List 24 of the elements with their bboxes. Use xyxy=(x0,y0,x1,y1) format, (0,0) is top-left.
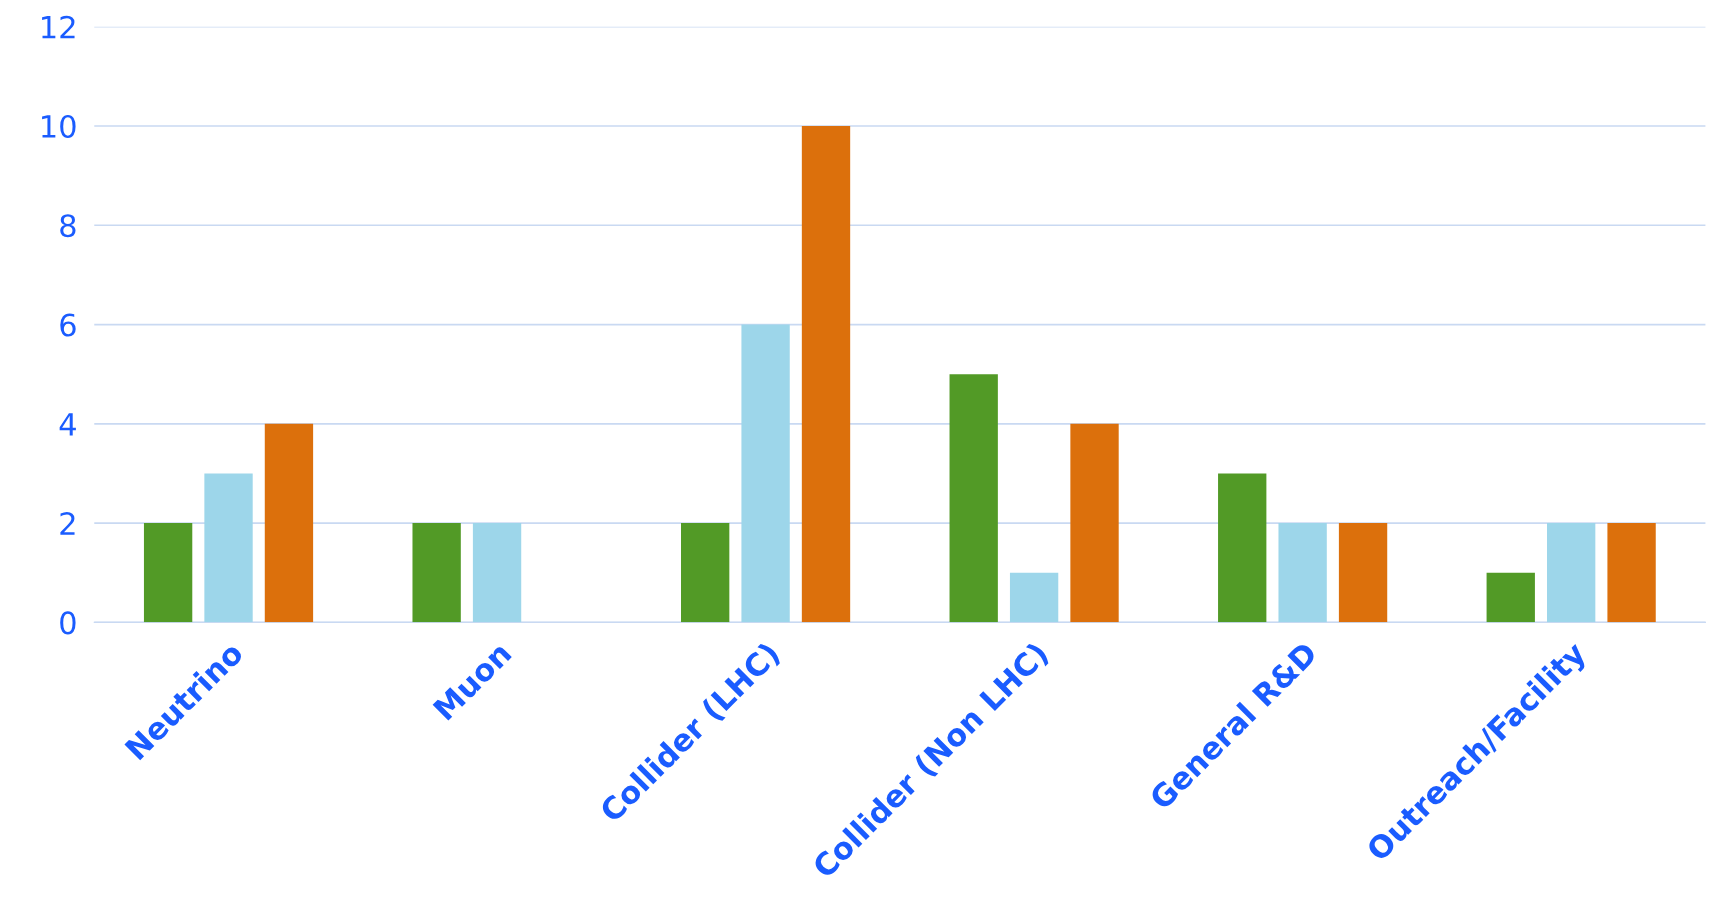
y-tick-label: 6 xyxy=(60,313,76,337)
bar xyxy=(1547,523,1596,623)
bar xyxy=(1218,473,1267,623)
bar xyxy=(741,324,790,623)
y-tick-label: 12 xyxy=(42,15,75,39)
bar xyxy=(472,523,522,623)
bar xyxy=(949,374,998,623)
bar xyxy=(1486,572,1535,623)
bar xyxy=(1607,523,1656,623)
bar xyxy=(681,523,730,623)
y-tick-label: 10 xyxy=(42,114,76,139)
bar xyxy=(1009,572,1059,623)
bar xyxy=(801,126,851,623)
bar xyxy=(204,473,253,623)
bar xyxy=(412,523,461,623)
y-tick-label: 2 xyxy=(60,512,75,535)
bar xyxy=(143,523,193,623)
bar xyxy=(1338,523,1388,623)
bar xyxy=(1070,423,1119,623)
bar xyxy=(1278,523,1327,623)
y-tick-label: 0 xyxy=(60,611,76,635)
y-tick-label: 8 xyxy=(60,214,76,238)
y-tick-label: 4 xyxy=(59,413,76,436)
bar xyxy=(264,423,314,623)
